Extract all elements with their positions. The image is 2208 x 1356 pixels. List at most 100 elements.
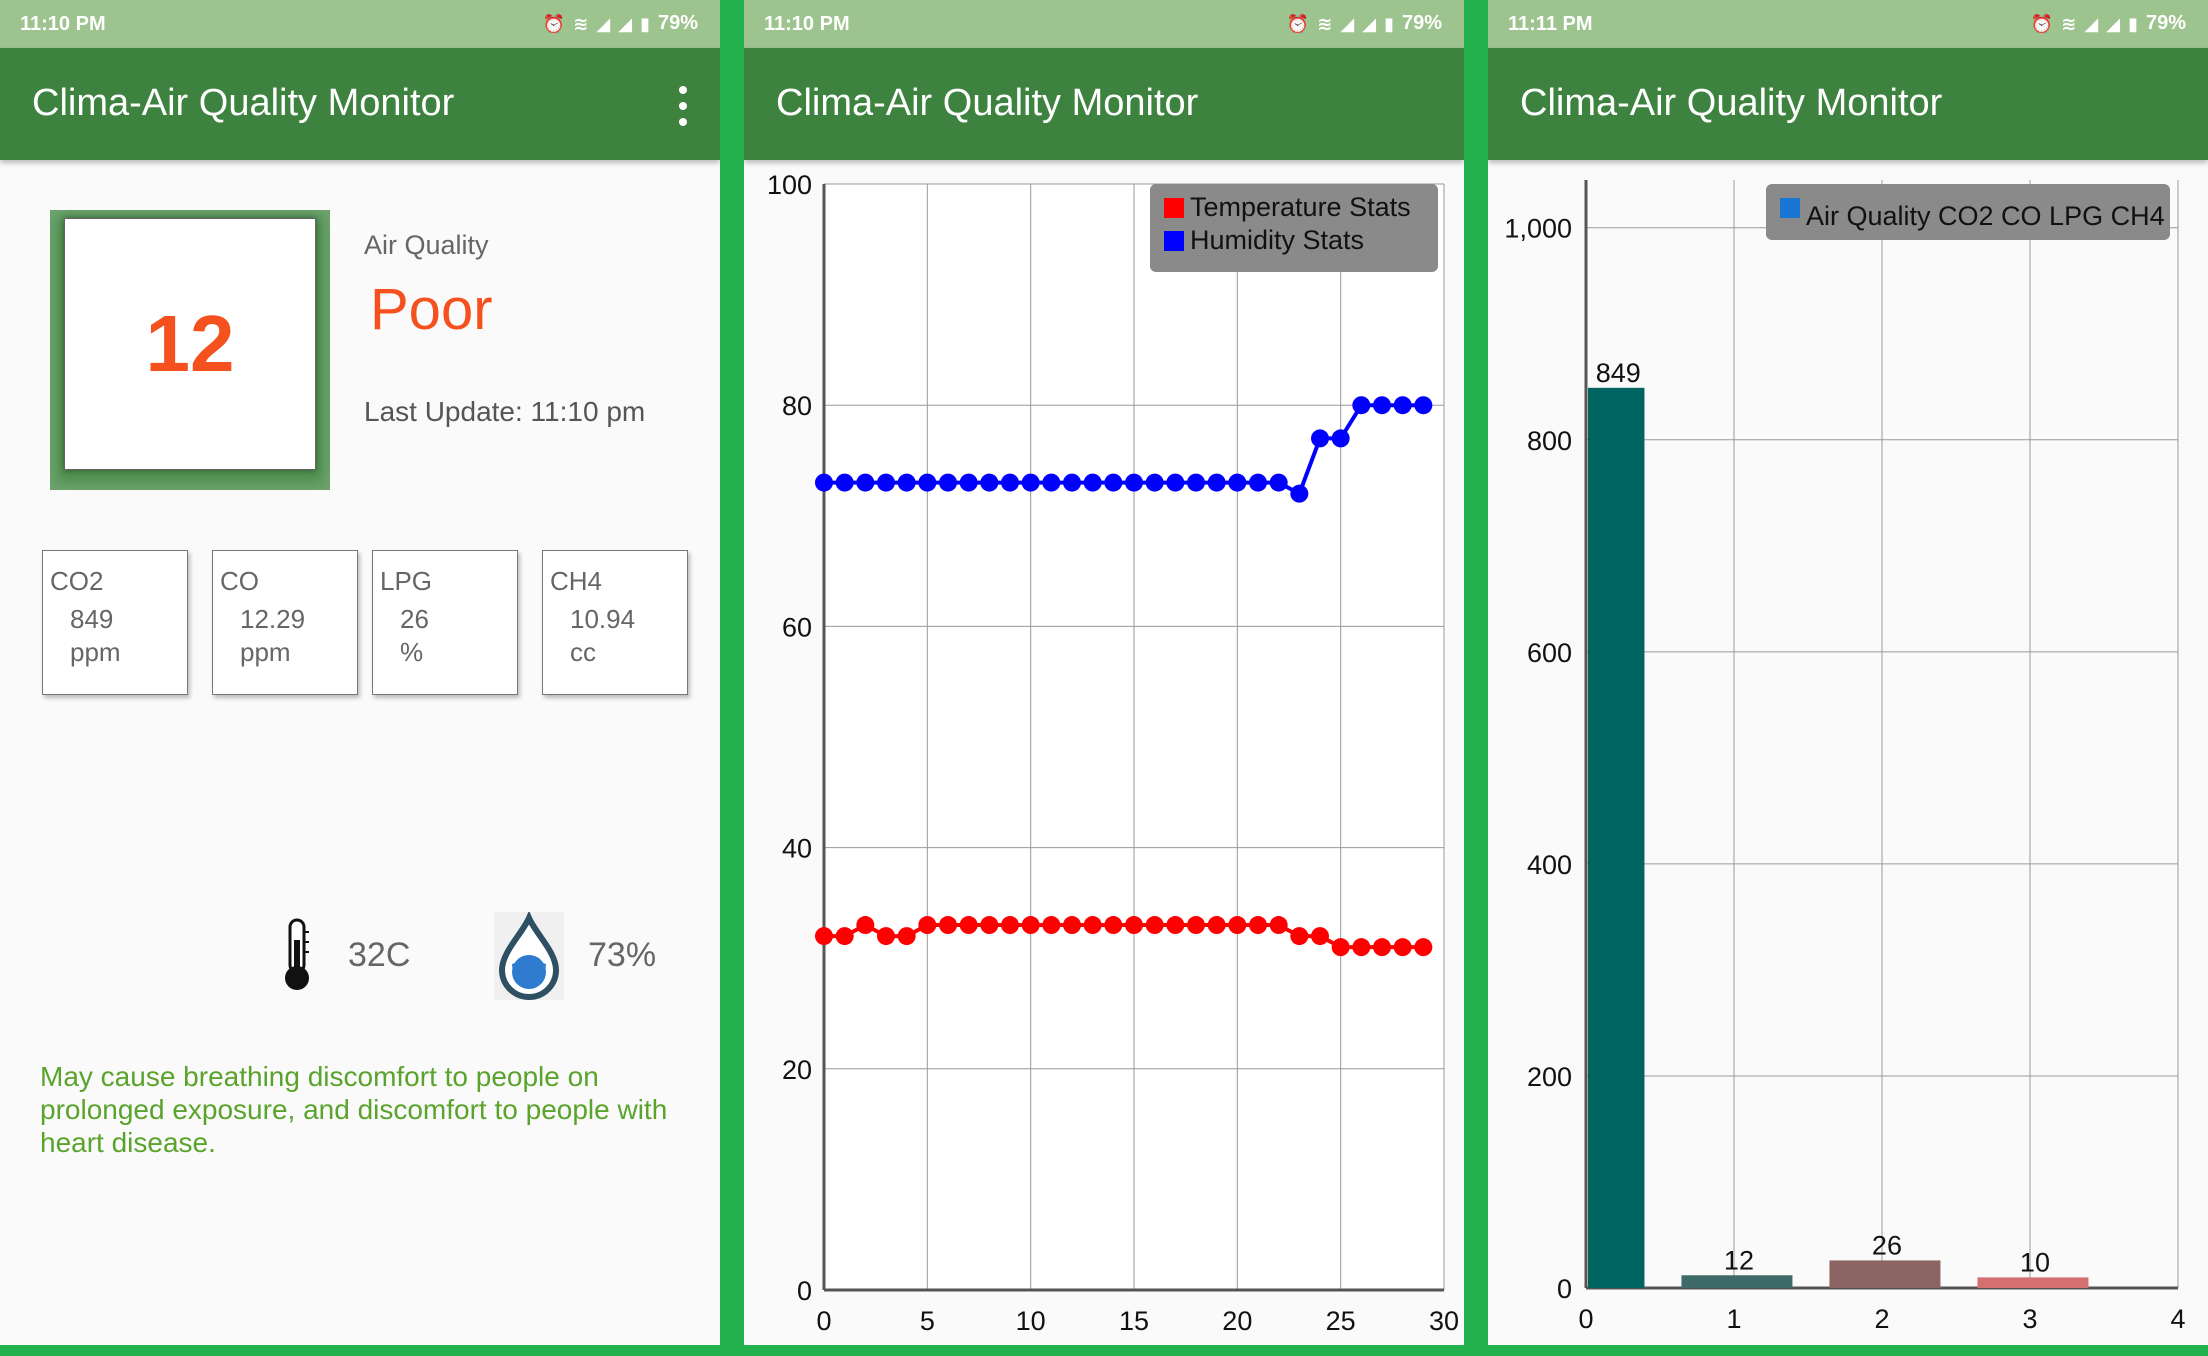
wifi-icon: ≋ [573,13,589,34]
signal-icon: ◢ [1340,13,1355,34]
status-icons: ⏰ ≋ ◢ ◢ ▮ 79% [2031,12,2186,35]
data-point [856,473,875,492]
bar-value-label: 12 [1724,1245,1754,1275]
data-point [1187,916,1205,935]
line-chart-screen: 11:10 PM ⏰ ≋ ◢ ◢ ▮ 79% Clima-Air Quality… [744,0,1464,1345]
dashboard-screen: 11:10 PM ⏰ ≋ ◢ ◢ ▮ 79% Clima-Air Quality… [0,0,720,1345]
gas-unit: ppm [70,637,121,667]
gas-unit: cc [570,637,596,667]
signal-icon: ◢ [1362,13,1377,34]
y-tick-label: 20 [782,1055,812,1085]
data-point [918,916,937,935]
gas-unit: % [400,637,424,667]
data-point [1207,473,1226,492]
aqi-box: 12 [64,218,316,470]
battery-percent: 79% [1401,12,1442,34]
x-tick-label: 2 [1874,1304,1889,1334]
data-point [1125,473,1143,492]
last-update: Last Update: 11:10 pm [364,396,646,427]
x-tick-label: 3 [2022,1304,2037,1334]
data-point [939,473,957,492]
x-tick-label: 10 [1016,1306,1046,1336]
y-tick-label: 200 [1527,1062,1572,1092]
data-point [897,927,916,946]
data-point [1290,927,1309,946]
data-point [1145,473,1164,492]
data-point [1228,916,1247,935]
gas-value: 26 [400,604,429,634]
x-tick-label: 5 [920,1306,935,1336]
x-tick-label: 0 [1578,1304,1593,1334]
bar-1 [1681,1275,1793,1288]
aqi-frame: 12 [50,210,330,490]
battery-icon: ▮ [1384,13,1394,34]
data-point [1001,916,1019,935]
data-point [1104,916,1123,935]
data-point [897,473,916,492]
stats-line-chart[interactable]: 0 5 10 15 20 25 30 0 20 40 60 80 100 Temperature Stat… [744,160,1464,1345]
bar-0 [1588,387,1645,1288]
gas-value: 10.94 [570,604,636,634]
status-bar: 11:10 PM ⏰ ≋ ◢ ◢ ▮ 79% [744,0,1464,48]
battery-percent: 79% [2145,12,2186,34]
data-point [1021,473,1040,492]
chart-legend: Air Quality CO2 CO LPG CH4 [1766,184,2170,240]
bar-chart-screen: 11:11 PM ⏰ ≋ ◢ ◢ ▮ 79% Clima-Air Quality… [1488,0,2208,1345]
status-icons: ⏰ ≋ ◢ ◢ ▮ 79% [543,12,698,35]
data-point [856,916,875,935]
data-point [1249,916,1267,935]
bar-value-label: 26 [1872,1230,1902,1260]
bar-value-label: 10 [2020,1247,2050,1277]
data-point [1021,916,1040,935]
gas-name: LPG [380,566,433,596]
status-time: 11:11 PM [1508,13,1593,35]
data-point [1331,429,1350,448]
x-tick-label: 30 [1429,1306,1459,1336]
overflow-menu-icon[interactable] [676,86,690,126]
data-point [980,473,999,492]
data-point [1063,916,1081,935]
x-tick-label: 4 [2170,1304,2185,1334]
data-point [1166,916,1185,935]
air-quality-label: Air Quality [364,230,489,260]
y-tick-label: 80 [782,391,812,421]
legend-label: Humidity Stats [1190,225,1364,255]
data-point [1311,927,1329,946]
data-point [1063,473,1081,492]
y-tick-label: 60 [782,612,812,642]
data-point [835,927,854,946]
y-tick-label: 0 [1557,1274,1572,1304]
data-point [1373,396,1391,415]
data-point [835,473,854,492]
gas-card-co2[interactable]: CO2 849 ppm [42,550,188,695]
data-point [1145,916,1164,935]
app-title: Clima-Air Quality Monitor [32,82,455,124]
aqi-value: 12 [145,299,235,388]
data-point [1269,916,1288,935]
status-bar: 11:11 PM ⏰ ≋ ◢ ◢ ▮ 79% [1488,0,2208,48]
status-bar: 11:10 PM ⏰ ≋ ◢ ◢ ▮ 79% [0,0,720,48]
status-time: 11:10 PM [764,13,850,35]
gas-card-lpg[interactable]: LPG 26 % [372,550,518,695]
legend-label: Air Quality CO2 CO LPG CH4 [1806,201,2165,231]
data-point [1290,484,1309,503]
alarm-icon: ⏰ [1286,13,1310,34]
alarm-icon: ⏰ [2030,13,2054,34]
gas-card-co[interactable]: CO 12.29 ppm [212,550,358,695]
water-drop-icon [494,912,564,1000]
app-bar: Clima-Air Quality Monitor [1488,48,2208,160]
wifi-icon: ≋ [1317,13,1333,34]
gas-card-ch4[interactable]: CH4 10.94 cc [542,550,688,695]
data-point [1042,916,1061,935]
data-point [1269,473,1288,492]
gas-name: CO [220,566,259,596]
data-point [1414,938,1433,957]
data-point [1083,473,1102,492]
legend-swatch [1164,231,1184,251]
y-tick-label: 0 [797,1276,812,1306]
data-point [1228,473,1247,492]
app-bar: Clima-Air Quality Monitor [744,48,1464,160]
app-title: Clima-Air Quality Monitor [1520,82,1943,124]
